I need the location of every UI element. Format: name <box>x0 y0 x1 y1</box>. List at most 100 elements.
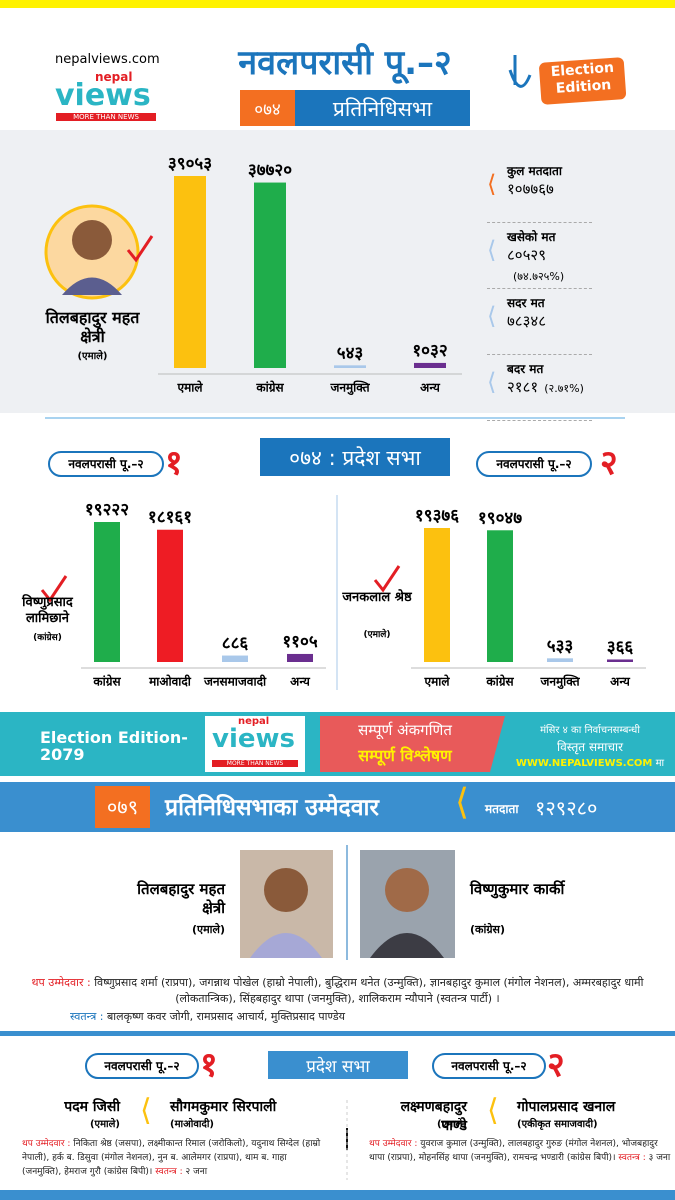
independent-text: २ जना <box>185 1167 208 1177</box>
banner-mid <box>320 716 505 772</box>
value-label: ५४३ <box>337 343 364 363</box>
number: २ <box>547 1045 565 1085</box>
url-line: WWW.NEPALVIEWS.COM मा <box>505 755 675 769</box>
number: २ <box>600 443 618 483</box>
stat: ⟨ बदर मत २१८१ (२.७१%) <box>487 360 592 421</box>
stat-value: ७८३४८ <box>507 311 592 331</box>
badge <box>539 57 627 105</box>
value-label: १९२२२ <box>85 500 129 520</box>
subtitle-box <box>295 90 470 126</box>
bar <box>287 653 313 662</box>
url-suffix: मा <box>655 758 665 769</box>
check <box>126 235 154 263</box>
year-box <box>240 90 295 126</box>
independent-text: ३ जना <box>648 1153 671 1163</box>
value-label: १९३७६ <box>415 506 459 526</box>
stat-mark: ⟨ <box>487 236 497 264</box>
bar <box>222 655 248 662</box>
info: विस्तृत समाचार <box>557 740 623 754</box>
heading: ०७४ : प्रदेश सभा <box>289 446 421 470</box>
bar <box>254 182 286 368</box>
bar <box>414 362 446 368</box>
site: nepalviews.com <box>55 52 160 67</box>
candidate: लक्ष्मणबहादुर पाण्डे <box>400 1099 467 1134</box>
stat: ⟨ कुल मतदाता १०७७६७ <box>487 162 592 223</box>
photo-body <box>370 933 444 958</box>
value-label: १८१६१ <box>148 508 192 528</box>
category-label: अन्य <box>290 675 311 689</box>
value-label: १९०४७ <box>478 508 522 528</box>
party: (एमाले) <box>191 923 225 936</box>
stat-label: बदर मत <box>507 362 544 376</box>
candidate: विष्णुप्रसाद लामिछाने <box>22 595 73 626</box>
candidate: गोपालप्रसाद खनाल <box>517 1099 616 1115</box>
logo-top: nepal <box>238 716 270 727</box>
value-label: ११०५ <box>282 632 318 652</box>
others-text: युवराज कुमाल (उन्मुक्ति), लालबहादुर गुरु… <box>369 1139 658 1163</box>
candidate: जनकलाल श्रेष्ठ <box>342 590 412 605</box>
heading-box <box>260 438 450 476</box>
voters-label: मतदाता <box>485 802 519 816</box>
logo: views <box>212 724 295 754</box>
stat-number: ८०५२९ <box>507 246 547 264</box>
tag: नवलपरासी पू.–२ <box>48 451 164 477</box>
bar <box>487 530 513 662</box>
party: (कांग्रेस) <box>33 633 62 643</box>
mark: ⟨ <box>140 1093 152 1128</box>
party: (कांग्रेस) <box>470 923 505 936</box>
check <box>40 575 68 603</box>
party: (एकीकृत समाजवादी) <box>517 1119 598 1130</box>
mark: ⟨ <box>487 1093 499 1128</box>
logo: views <box>55 78 151 113</box>
value-label: ३७७२० <box>248 161 292 181</box>
independent-label: स्वतन्त्र : <box>155 1167 183 1177</box>
info: मंसिर ४ का निर्वाचनसम्बन्धी <box>540 725 640 736</box>
stat-value: ८०५२९ <box>507 245 592 265</box>
value-label: ८८६ <box>222 634 249 654</box>
candidate: तिलबहादुर महत क्षेत्री <box>137 880 225 917</box>
category-label: अन्य <box>420 381 441 395</box>
banner-line: सम्पूर्ण विश्लेषण <box>358 746 452 765</box>
bar <box>334 365 366 368</box>
party: (एमाले) <box>363 630 391 640</box>
stat: ⟨ खसेको मत ८०५२९ (७४.७२५%) <box>487 228 592 289</box>
photo-body <box>62 277 122 295</box>
edition: Election Edition- 2079 <box>40 728 188 764</box>
independent-label: स्वतन्त्र : <box>618 1153 646 1163</box>
others-text: विष्णुप्रसाद शर्मा (राप्रपा), जगन्नाथ पो… <box>94 976 644 1005</box>
check <box>373 565 401 593</box>
category-label: माओवादी <box>148 675 192 689</box>
bar <box>424 528 450 662</box>
candidate: पदम जिसी <box>64 1099 120 1115</box>
value-label: ३९०५३ <box>168 154 212 174</box>
category-label: कांग्रेस <box>92 675 121 689</box>
hand-icon <box>508 55 532 88</box>
tag: नवलपरासी पू.–२ <box>432 1053 546 1079</box>
year-box <box>95 786 150 828</box>
tag: नवलपरासी पू.–२ <box>476 451 592 477</box>
others-text: निकिता श्रेष्ठ (जसपा), लक्ष्मीकान्त रिमा… <box>22 1139 321 1177</box>
value-label: १०३२ <box>412 341 447 361</box>
url: WWW.NEPALVIEWS.COM <box>515 758 653 769</box>
stat-label: कुल मतदाता <box>507 164 562 178</box>
bottom-strip <box>0 1190 675 1200</box>
others: थप उम्मेदवार : युवराज कुमाल (उन्मुक्ति),… <box>369 1137 674 1165</box>
value-label: ३६६ <box>607 637 634 657</box>
stat-mark: ⟨ <box>487 368 497 396</box>
rule <box>0 1031 675 1036</box>
category-label: जनसमाजवादी <box>203 675 267 689</box>
voters: १२९२८० <box>535 796 598 820</box>
party: (एमाले) <box>77 351 108 362</box>
stat-mark: ⟨ <box>487 170 497 198</box>
candidate: विष्णुकुमार कार्की <box>470 880 565 898</box>
year: ०७९ <box>106 795 139 819</box>
independent-label: स्वतन्त्र : <box>70 1010 104 1023</box>
category-label: अन्य <box>610 675 631 689</box>
party: (माओवादी) <box>170 1119 214 1130</box>
number: १ <box>165 443 183 483</box>
number: १ <box>200 1045 218 1085</box>
stat-number: २१८१ <box>507 378 539 396</box>
others: थप उम्मेदवार : निकिता श्रेष्ठ (जसपा), लक… <box>22 1137 327 1179</box>
